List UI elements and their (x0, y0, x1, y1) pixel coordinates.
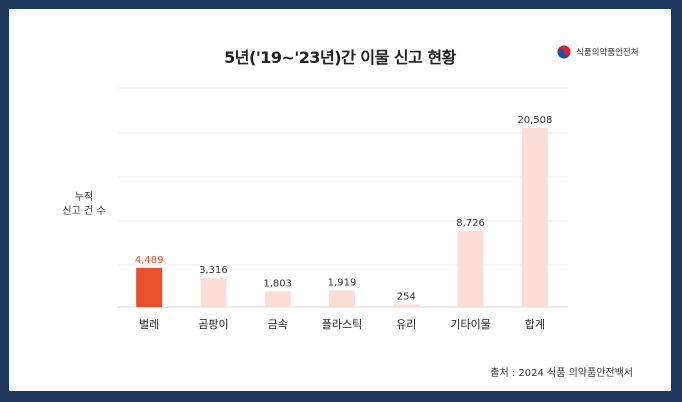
chart-title: 5년('19~'23년)간 이물 신고 현황 (224, 48, 456, 67)
category-label-3: 플라스틱 (322, 318, 362, 331)
bar-6 (521, 128, 548, 307)
bar-4 (393, 304, 420, 307)
category-label-6: 합계 (525, 318, 545, 331)
source-note: 출처 : 2024 식품 의약품안전백서 (490, 368, 633, 379)
bar-0 (136, 267, 163, 307)
chart-card: 5년('19~'23년)간 이물 신고 현황 식품의약품안전처 누적 신고 건 … (9, 9, 671, 391)
y-axis-label: 누적 신고 건 수 (49, 191, 119, 219)
category-label-1: 곰팡이 (198, 318, 228, 331)
value-label-4: 254 (397, 292, 416, 303)
y-axis-label-line2: 신고 건 수 (62, 206, 106, 217)
taegeuk-icon (557, 45, 571, 59)
value-label-5: 8,726 (456, 218, 485, 229)
value-label-6: 20,508 (517, 115, 552, 126)
bar-1 (200, 278, 227, 307)
value-label-0: 4,489 (135, 255, 164, 266)
bar-2 (264, 291, 291, 307)
category-label-5: 기타이물 (450, 318, 490, 331)
logo-text: 식품의약품안전처 (576, 48, 639, 58)
ministry-logo: 식품의약품안전처 (557, 45, 639, 59)
value-label-3: 1,919 (328, 277, 357, 288)
bar-5 (457, 230, 484, 307)
bar-3 (329, 290, 355, 307)
value-label-1: 3,316 (199, 265, 228, 276)
category-label-0: 벌레 (139, 318, 159, 331)
category-label-4: 유리 (396, 318, 416, 331)
category-label-2: 금속 (268, 318, 288, 331)
y-axis-label-line1: 누적 (74, 192, 94, 203)
value-label-2: 1,803 (263, 278, 292, 289)
